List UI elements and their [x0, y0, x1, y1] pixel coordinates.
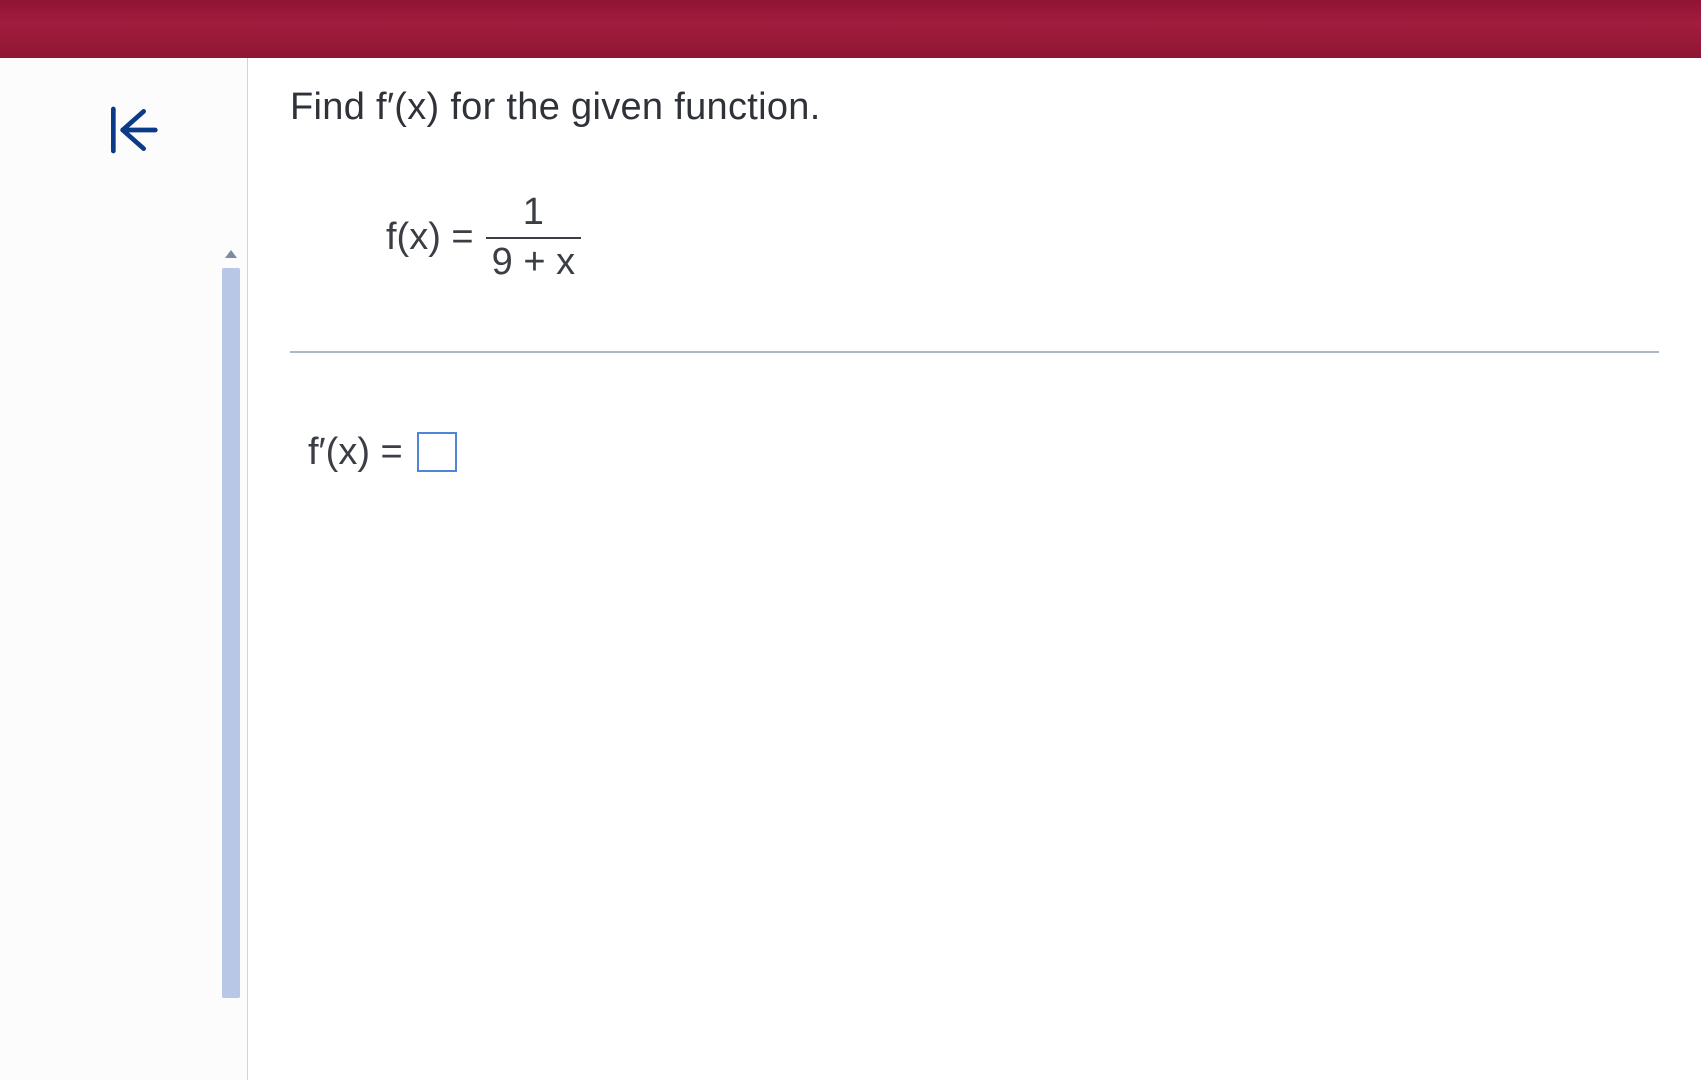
scrollbar-up-arrow[interactable]: [220, 246, 242, 266]
answer-row: f′(x) =: [308, 431, 1659, 474]
question-content: Find f′(x) for the given function. f(x) …: [248, 58, 1701, 1080]
sidebar-scrollbar[interactable]: [222, 268, 240, 998]
left-sidebar: [0, 58, 248, 1080]
answer-input[interactable]: [417, 432, 457, 472]
collapse-sidebar-button[interactable]: [104, 104, 160, 160]
section-divider: [290, 351, 1659, 353]
given-function: f(x) = 1 9 + x: [386, 193, 1659, 283]
function-lhs: f(x) =: [386, 216, 474, 259]
fraction: 1 9 + x: [486, 193, 581, 283]
chevron-up-icon: [223, 246, 239, 267]
fraction-numerator: 1: [517, 193, 550, 237]
app-header-bar: [0, 0, 1701, 58]
answer-label: f′(x) =: [308, 431, 403, 474]
page-body: Find f′(x) for the given function. f(x) …: [0, 58, 1701, 1080]
fraction-denominator: 9 + x: [486, 239, 581, 283]
question-prompt: Find f′(x) for the given function.: [290, 86, 1659, 129]
collapse-left-icon: [104, 102, 160, 163]
